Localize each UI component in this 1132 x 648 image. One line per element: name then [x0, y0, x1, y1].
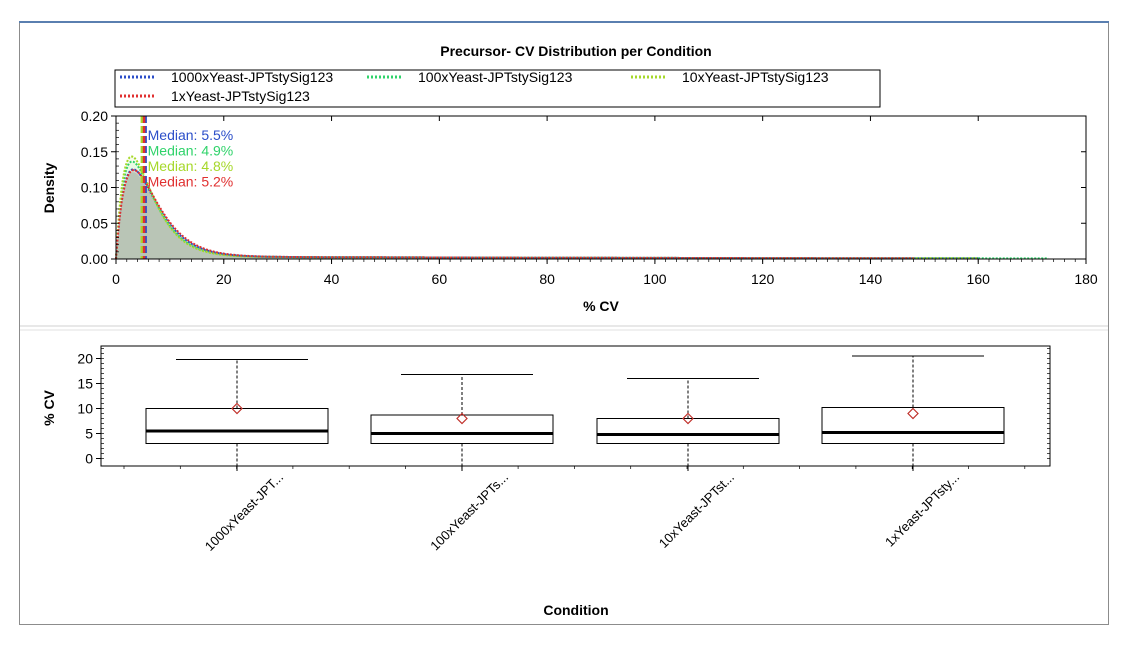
y-tick-label: 0.15: [81, 144, 108, 160]
box-x-tick-label: 10xYeast-JPTst...: [656, 470, 737, 551]
density-shaded-area: [116, 172, 332, 259]
legend-box: [114, 69, 881, 108]
box-1000xYeast-JPT...: [145, 359, 329, 466]
x-tick-label: 140: [859, 271, 883, 287]
box-y-tick-label: 15: [77, 376, 93, 392]
median-label: Median: 5.5%: [148, 127, 234, 143]
iqr-box: [145, 408, 329, 444]
mean-marker: [682, 412, 694, 425]
density-line-10xYeast-JPTstySig123: [115, 155, 979, 260]
density-area-1xYeast-JPTstySig123: [116, 170, 914, 259]
box-x-tick-label: 1000xYeast-JPT...: [202, 470, 286, 554]
median-label: Median: 4.9%: [148, 143, 234, 159]
box-100xYeast-JPTs...: [370, 374, 554, 466]
density-area-1000xYeast-JPTstySig123: [116, 169, 979, 259]
y-tick-label: 0.00: [81, 251, 108, 267]
mean-marker: [907, 407, 919, 420]
legend-label: 1xYeast-JPTstySig123: [171, 88, 310, 104]
density-chart-title: Precursor- CV Distribution per Condition: [440, 43, 711, 59]
box-y-tick-label: 10: [77, 401, 93, 417]
density-x-axis-label: % CV: [583, 298, 619, 314]
density-line-1xYeast-JPTstySig123: [115, 169, 914, 260]
x-tick-label: 100: [643, 271, 667, 287]
density-area-100xYeast-JPTstySig123: [116, 161, 1049, 259]
boxplot-y-axis-label: % CV: [41, 389, 57, 425]
density-line-1000xYeast-JPTstySig123: [115, 168, 979, 260]
window-top-border: [19, 21, 1109, 23]
legend-label: 10xYeast-JPTstySig123: [682, 69, 829, 85]
density-legend: 1000xYeast-JPTstySig123 100xYeast-JPTstyS…: [114, 69, 881, 108]
boxplot-x-axis-label: Condition: [543, 602, 608, 618]
x-tick-label: 160: [967, 271, 991, 287]
median-label: Median: 5.2%: [148, 174, 234, 190]
density-area-10xYeast-JPTstySig123: [116, 156, 979, 259]
mean-marker: [231, 402, 243, 415]
x-tick-label: 40: [324, 271, 340, 287]
density-y-axis-label: Density: [41, 163, 57, 214]
y-tick-label: 0.20: [81, 108, 108, 124]
density-line-100xYeast-JPTstySig123: [115, 160, 1049, 260]
y-tick-label: 0.05: [81, 215, 108, 231]
density-plot-area: Median: 5.5%Median: 4.9%Median: 4.8%Medi…: [81, 108, 1098, 287]
mean-marker: [456, 412, 468, 425]
box-x-tick-label: 1xYeast-JPTsty...: [882, 470, 962, 550]
legend-label: 100xYeast-JPTstySig123: [418, 69, 573, 85]
x-tick-label: 0: [112, 271, 120, 287]
box-10xYeast-JPTst...: [596, 378, 780, 466]
box-y-tick-label: 20: [77, 351, 93, 367]
iqr-box: [596, 418, 780, 444]
box-x-tick-label: 100xYeast-JPTs...: [427, 470, 511, 554]
x-tick-label: 80: [539, 271, 555, 287]
x-tick-label: 60: [432, 271, 448, 287]
boxplot-border: [100, 345, 1051, 467]
y-tick-label: 0.10: [81, 180, 108, 196]
x-tick-label: 180: [1074, 271, 1098, 287]
density-plot-border: [115, 115, 1087, 260]
chart-window: [19, 21, 1109, 625]
x-tick-label: 20: [216, 271, 232, 287]
boxplot-area: 0 5 10 15 20 1000xYeast-JPT... 100xYeast-JPTs…: [77, 345, 1051, 554]
median-label: Median: 4.8%: [148, 158, 234, 174]
box-y-tick-label: 0: [85, 451, 93, 467]
box-y-tick-label: 5: [85, 426, 93, 442]
box-1xYeast-JPTsty...: [821, 355, 1005, 466]
legend-label: 1000xYeast-JPTstySig123: [171, 69, 333, 85]
x-tick-label: 120: [751, 271, 775, 287]
iqr-box: [370, 414, 554, 444]
iqr-box: [821, 407, 1005, 444]
